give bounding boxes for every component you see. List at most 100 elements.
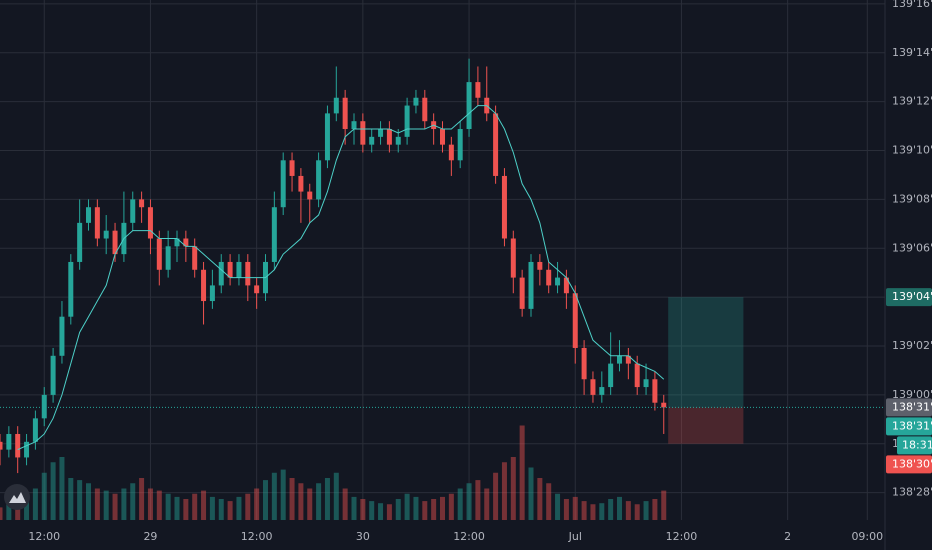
volume-bar	[147, 488, 153, 520]
price-badge-label: 138'30'0	[892, 457, 932, 470]
volume-bar	[625, 501, 631, 520]
x-tick-label: 2	[784, 530, 791, 543]
y-tick-label: 139'14'0	[892, 46, 932, 59]
candle-body	[333, 97, 339, 114]
candle-body	[590, 379, 596, 395]
candle-body	[643, 379, 649, 388]
volume-bar	[351, 496, 357, 520]
volume-bar	[218, 499, 224, 520]
x-tick-label: 12:00	[453, 530, 485, 543]
candle-body	[599, 387, 605, 395]
candle-body	[422, 97, 428, 122]
candle-body	[227, 261, 233, 278]
volume-bar	[555, 493, 561, 520]
candle-body	[378, 129, 384, 137]
price-badge-label: 18:31	[902, 438, 932, 451]
volume-bar	[448, 493, 454, 520]
candle-body	[475, 82, 481, 98]
volume-bar	[404, 493, 410, 520]
volume-bar	[546, 483, 552, 520]
candle-body	[130, 199, 136, 223]
logo-circle[interactable]	[4, 484, 30, 510]
y-tick-label: 139'10'0	[892, 144, 932, 157]
candle-body	[174, 238, 180, 247]
candle-body	[351, 121, 357, 130]
x-tick-label: 30	[356, 530, 370, 543]
candle-body	[15, 433, 21, 458]
candle-body	[360, 121, 366, 145]
volume-bar	[307, 488, 313, 520]
candle-body	[139, 199, 145, 208]
x-tick-label: Jul	[568, 530, 582, 543]
candle-body	[59, 316, 65, 356]
price-badge	[886, 398, 932, 417]
candle-body	[183, 238, 189, 247]
y-tick-label: 139'06'0	[892, 241, 932, 254]
volume-bar	[395, 499, 401, 520]
price-badge	[897, 436, 932, 455]
candle-body	[440, 129, 445, 145]
volume-bar	[484, 488, 490, 520]
price-badge-label: 139'04'0	[892, 290, 932, 303]
volume-bar	[6, 504, 12, 520]
volume-bar	[245, 493, 251, 520]
candle-body	[156, 238, 162, 270]
y-tick-label: 139'08'0	[892, 192, 932, 205]
volume-bar	[333, 472, 339, 520]
volume-bar	[209, 496, 215, 520]
volume-bar	[617, 496, 622, 520]
volume-bar	[298, 483, 304, 520]
volume-bar	[94, 488, 100, 520]
logo-icon[interactable]	[9, 492, 26, 503]
volume-bar	[360, 499, 366, 520]
candle-body	[307, 191, 313, 200]
volume-bar	[422, 501, 428, 520]
volume-bar	[466, 483, 472, 520]
candle-body	[147, 207, 153, 239]
volume-bar	[103, 490, 109, 520]
candle-body	[324, 113, 330, 161]
volume-bar	[254, 488, 260, 520]
candle-body	[661, 402, 667, 408]
volume-bar	[263, 480, 268, 520]
candle-body	[112, 230, 118, 255]
candle-body	[572, 293, 578, 348]
volume-bar	[563, 499, 569, 520]
volume-bar	[440, 496, 445, 520]
candle-body	[395, 136, 401, 145]
x-tick-label: 12:00	[666, 530, 698, 543]
candle-body	[652, 379, 658, 403]
price-axis: 139'16'0 139'14'0 139'12'0 139'10'0 139'08'0…	[28, 0, 932, 543]
volume-bar	[156, 490, 162, 520]
volume-bar	[174, 496, 180, 520]
volume-bar	[599, 503, 605, 520]
volume-bar	[192, 493, 198, 520]
candle-body	[404, 105, 410, 137]
volume-bar	[32, 488, 38, 520]
volume-bar	[652, 499, 658, 520]
candle-body	[466, 82, 472, 130]
volume-bar	[112, 493, 118, 520]
volume-bar	[519, 425, 525, 520]
candle-body	[608, 363, 614, 388]
candle-body	[634, 363, 640, 388]
candle-body	[254, 285, 260, 294]
position-loss	[668, 407, 744, 444]
position-profit	[668, 297, 744, 408]
candle-body	[457, 129, 463, 161]
candle-body	[528, 261, 534, 309]
volume-bar	[590, 504, 596, 520]
volume-bar	[77, 480, 83, 520]
candle-body	[86, 207, 91, 223]
candle-body	[501, 175, 507, 239]
volume-bar	[24, 493, 30, 520]
volume-bar	[50, 462, 56, 520]
candle-body	[192, 246, 198, 270]
logo[interactable]	[4, 484, 30, 510]
y-tick-label: 139'16'0	[892, 0, 932, 10]
volume-bar	[165, 493, 171, 520]
volume-bar	[316, 483, 322, 520]
price-badge	[886, 455, 932, 474]
candle-body	[342, 97, 348, 130]
